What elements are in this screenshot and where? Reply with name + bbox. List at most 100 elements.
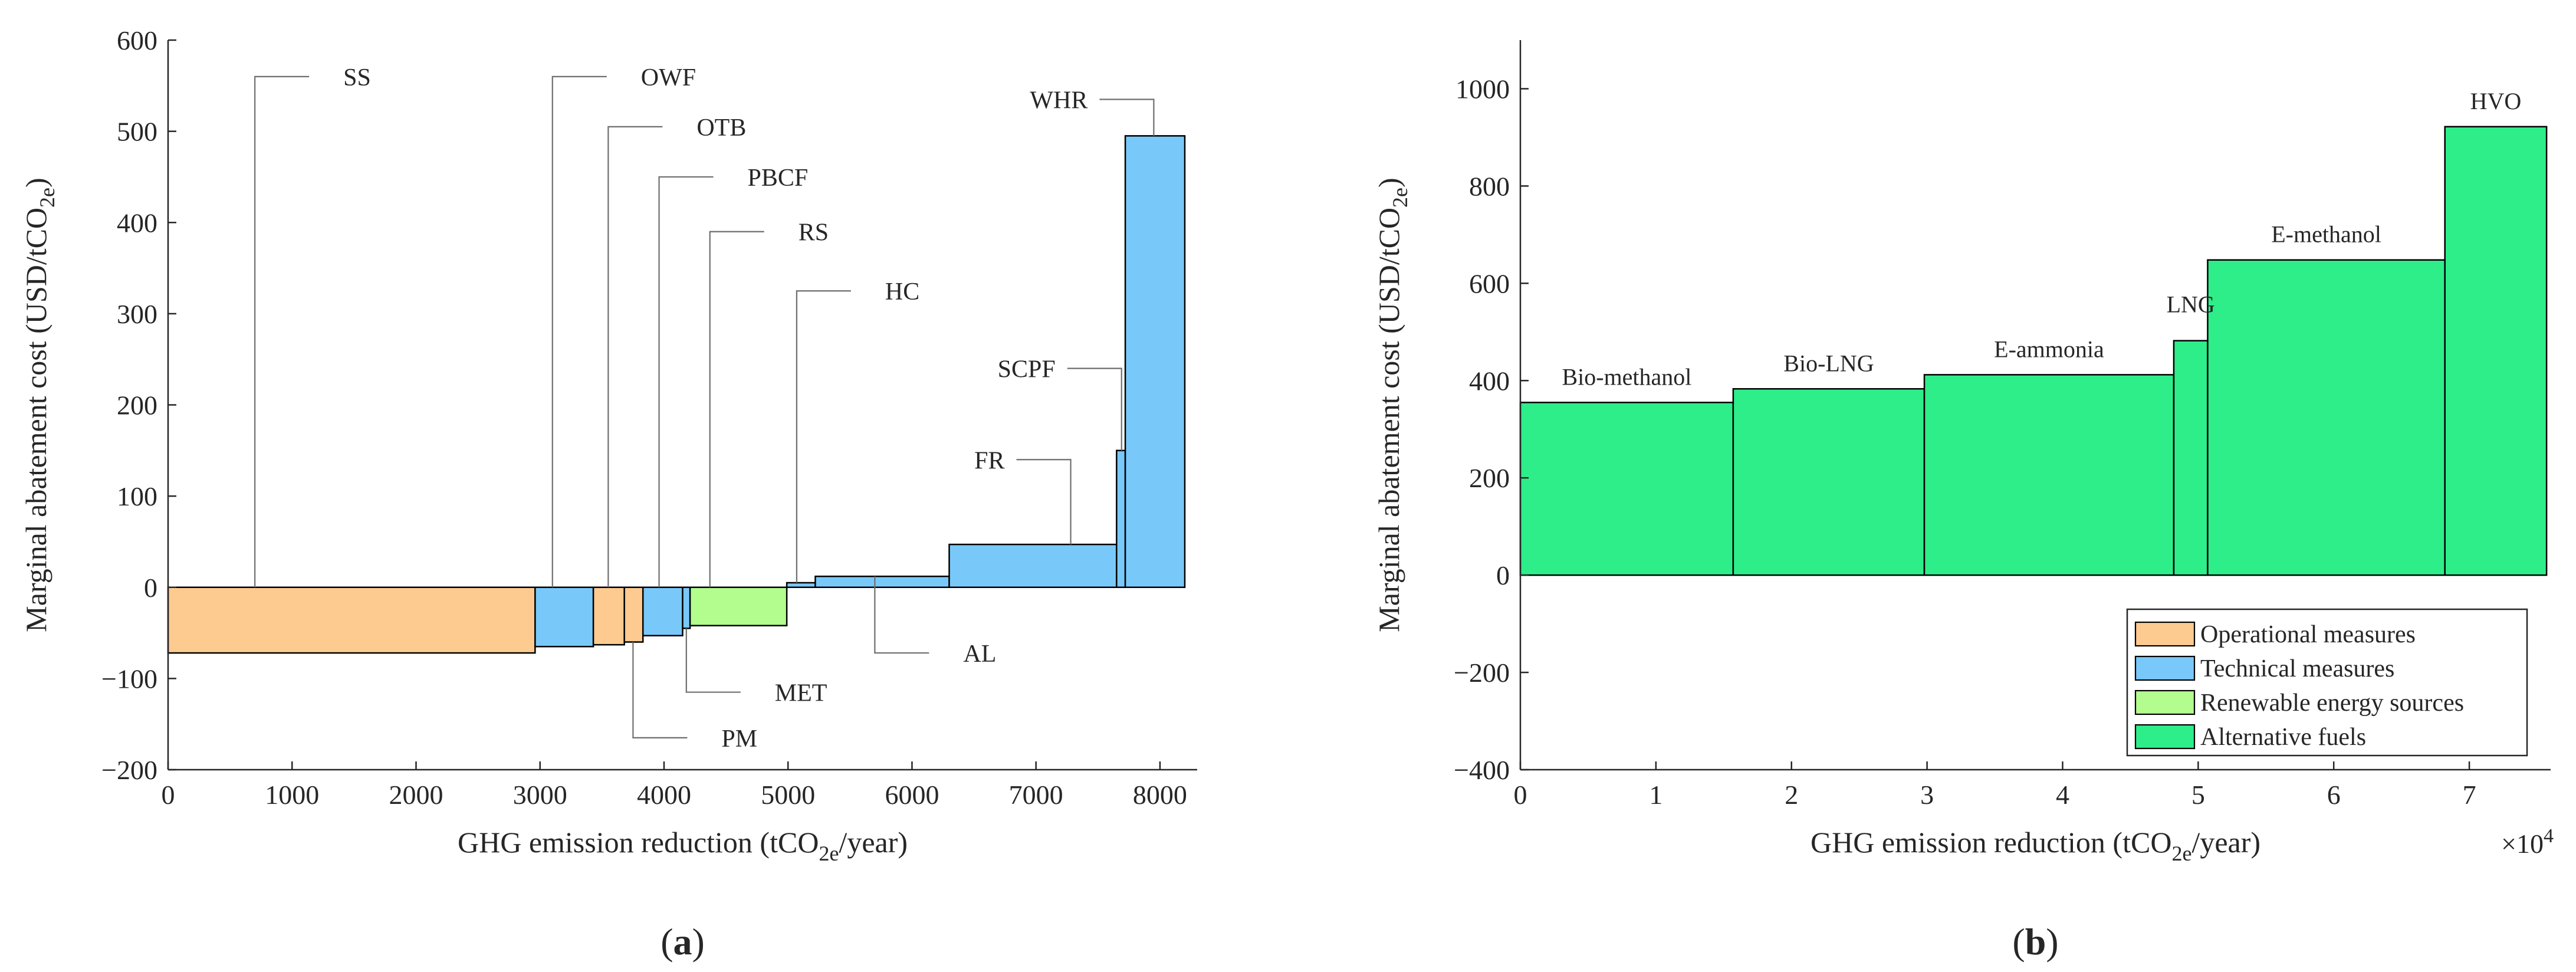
measure-label: SS: [343, 64, 371, 91]
x-tick-label: 3: [1920, 780, 1934, 810]
y-tick-label: −200: [1454, 658, 1510, 688]
leader-line: [1016, 459, 1072, 545]
leader-line: [874, 576, 929, 654]
axes-group: 0 1 2 3 4 5 6 7 −400 −200 0 200 400 600 800 1000 GHG emi…: [1372, 40, 2551, 865]
panel-a-chart: 0 1000 2000 3000 4000 5000 6000 7000 8000−200−10…: [19, 25, 1197, 963]
bar-label: HVO: [2470, 88, 2522, 114]
x-tick-label: 6000: [885, 780, 939, 810]
panel-label: (b): [2012, 921, 2058, 963]
leader-line: [1067, 367, 1122, 451]
panel-label-close: ): [692, 921, 705, 963]
x-tick-label: 7: [2463, 780, 2476, 810]
x-axis-title-subscript: 2e: [819, 842, 839, 865]
x-tick-label: 5000: [761, 780, 815, 810]
leader-line: [1099, 98, 1155, 136]
y-tick-label: 300: [117, 299, 157, 329]
legend-swatch-renewable: [2134, 689, 2196, 715]
measure-label: MET: [775, 680, 827, 707]
bar-label: E-ammonia: [1994, 336, 2104, 362]
legend-label-technical: Technical measures: [2200, 655, 2394, 682]
y-axis-title-subscript: 2e: [35, 188, 59, 208]
x-tick-label: 1: [1649, 780, 1662, 810]
measure-label: WHR: [1030, 87, 1087, 114]
measure-label: AL: [963, 641, 996, 668]
bar-whr: [1124, 135, 1186, 588]
bar-met: [682, 586, 691, 629]
x-multiplier: ×104: [2501, 825, 2554, 859]
measure-label: SCPF: [998, 356, 1056, 383]
x-tick-label: 2000: [389, 780, 443, 810]
bar-bio-methanol: [1519, 402, 1734, 576]
y-tick-label: 200: [117, 390, 157, 421]
x-tick-label: 2: [1785, 780, 1798, 810]
bar-ss: [167, 586, 536, 654]
leader-line: [709, 231, 764, 587]
x-tick-label: 1000: [265, 780, 319, 810]
y-tick-label: −200: [101, 755, 157, 785]
bar-hc: [786, 582, 816, 588]
bar-pm: [623, 586, 644, 643]
bar-rs: [689, 586, 788, 626]
x-tick-label: 7000: [1009, 780, 1063, 810]
y-tick-label: 600: [117, 25, 157, 55]
panel-label-letter: a: [673, 921, 692, 963]
leader-line: [796, 290, 851, 583]
y-axis-title: Marginal abatement cost (USD/tCO2e): [19, 178, 59, 632]
bar-bio-lng: [1732, 388, 1926, 576]
x-axis-title: GHG emission reduction (tCO2e/year): [1811, 826, 2260, 865]
y-axis-title-main: Marginal abatement cost (USD/tCO: [19, 208, 52, 632]
x-axis-title-main: GHG emission reduction (tCO: [458, 826, 819, 859]
x-axis-title: GHG emission reduction (tCO2e/year): [458, 826, 908, 865]
y-tick-label: 800: [1469, 171, 1510, 201]
x-tick-label: 6: [2327, 780, 2341, 810]
bar-fr: [948, 543, 1118, 588]
x-axis-title-subscript: 2e: [2171, 842, 2191, 865]
panel-label-letter: b: [2025, 921, 2046, 963]
x-tick-label: 4000: [637, 780, 691, 810]
bar-scpf: [1116, 449, 1126, 588]
y-tick-label: 1000: [1455, 74, 1510, 104]
legend-label-renewable: Renewable energy sources: [2200, 689, 2464, 717]
leader-line: [607, 126, 663, 587]
bar-al: [814, 575, 950, 589]
x-tick-label: 8000: [1133, 780, 1187, 810]
bar-label: Bio-methanol: [1562, 363, 1691, 390]
bar-e-methanol: [2207, 259, 2446, 576]
legend-swatch-technical: [2134, 655, 2196, 681]
y-tick-label: −400: [1454, 755, 1510, 785]
legend-swatch-alternative: [2134, 724, 2196, 750]
bars-group: [1519, 126, 2548, 576]
y-tick-label: 400: [117, 208, 157, 238]
y-tick-label: 100: [117, 481, 157, 511]
y-axis-title-tail: ): [19, 178, 52, 188]
bar-hvo: [2444, 126, 2548, 576]
measure-label: OTB: [696, 114, 746, 142]
y-tick-label: 0: [1496, 560, 1510, 590]
x-axis-title-tail: /year): [839, 826, 908, 859]
leader-line: [632, 642, 688, 738]
measure-label: PBCF: [748, 165, 809, 192]
y-axis-title-main: Marginal abatement cost (USD/tCO: [1372, 208, 1405, 632]
panel-b-chart: 0 1 2 3 4 5 6 7 −400 −200 0 200 400 600 800 1000 GHG emi…: [1372, 40, 2554, 963]
x-tick-label: 5: [2191, 780, 2205, 810]
bar-label: E-methanol: [2271, 221, 2381, 248]
x-tick-label: 4: [2056, 780, 2069, 810]
x-multiplier-exponent: 4: [2544, 825, 2554, 847]
legend: Operational measures Technical measures Re…: [2126, 608, 2528, 757]
y-tick-label: −100: [101, 664, 157, 694]
bar-pbcf: [642, 586, 684, 636]
panel-label-open: (: [2012, 921, 2025, 963]
legend-swatch-operational: [2134, 621, 2196, 647]
y-tick-label: 600: [1469, 268, 1510, 298]
bar-otb: [592, 586, 625, 646]
x-multiplier-base: ×10: [2501, 829, 2544, 859]
x-axis-title-main: GHG emission reduction (tCO: [1811, 826, 2171, 859]
y-tick-label: 200: [1469, 463, 1510, 493]
panel-label-open: (: [661, 921, 673, 963]
y-axis-title: Marginal abatement cost (USD/tCO2e): [1372, 178, 1412, 632]
panel-label: (a): [661, 921, 705, 963]
leader-line: [685, 628, 741, 693]
bars-group: [167, 135, 1186, 654]
panel-label-close: ): [2046, 921, 2058, 963]
